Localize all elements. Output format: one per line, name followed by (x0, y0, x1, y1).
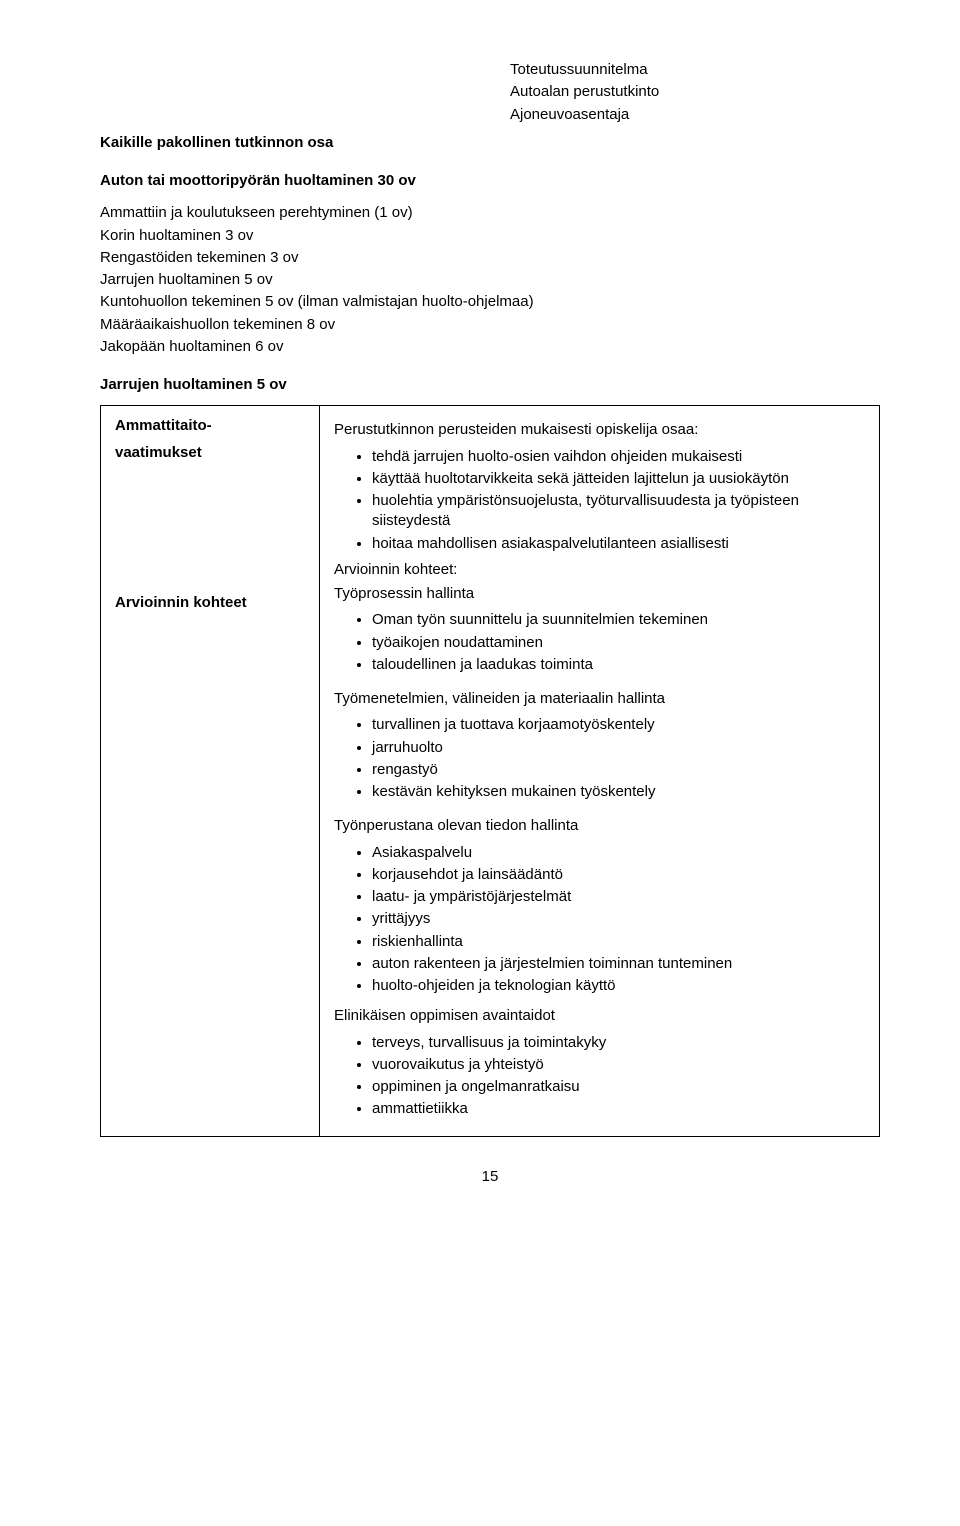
list-item: työaikojen noudattaminen (372, 633, 865, 653)
list-item: yrittäjyys (372, 909, 865, 929)
module-item: Rengastöiden tekeminen 3 ov (100, 248, 880, 268)
list-item: kestävän kehityksen mukainen työskentely (372, 782, 865, 802)
module-item: Ammattiin ja koulutukseen perehtyminen (… (100, 203, 880, 223)
header-line-2: Autoalan perustutkinto (510, 82, 880, 102)
subsection-title: Jarrujen huoltaminen 5 ov (100, 375, 880, 395)
header-line-3: Ajoneuvoasentaja (510, 105, 880, 125)
mandatory-title: Kaikille pakollinen tutkinnon osa (100, 133, 880, 153)
list-item: jarruhuolto (372, 738, 865, 758)
list-item: riskienhallinta (372, 932, 865, 952)
intro-line: Perustutkinnon perusteiden mukaisesti op… (334, 420, 865, 440)
list-item: tehdä jarrujen huolto-osien vaihdon ohje… (372, 447, 865, 467)
list-item: auton rakenteen ja järjestelmien toiminn… (372, 954, 865, 974)
knowledge-title: Työnperustana olevan tiedon hallinta (334, 816, 865, 836)
page-number: 15 (100, 1167, 880, 1187)
list-item: taloudellinen ja laadukas toiminta (372, 655, 865, 675)
process-list: Oman työn suunnittelu ja suunnitelmien t… (334, 610, 865, 675)
assessment-label: Arvioinnin kohteet (115, 593, 305, 613)
list-item: huolehtia ympäristönsuojelusta, työturva… (372, 491, 865, 532)
module-item: Kuntohuollon tekeminen 5 ov (ilman valmi… (100, 292, 880, 312)
list-item: ammattietiikka (372, 1099, 865, 1119)
list-item: turvallinen ja tuottava korjaamotyöskent… (372, 715, 865, 735)
methods-list: turvallinen ja tuottava korjaamotyöskent… (334, 715, 865, 802)
skill-items-list: tehdä jarrujen huolto-osien vaihdon ohje… (334, 447, 865, 554)
list-item: vuorovaikutus ja yhteistyö (372, 1055, 865, 1075)
list-item: rengastyö (372, 760, 865, 780)
methods-title: Työmenetelmien, välineiden ja materiaali… (334, 689, 865, 709)
list-item: käyttää huoltotarvikkeita sekä jätteiden… (372, 469, 865, 489)
list-item: korjausehdot ja lainsäädäntö (372, 865, 865, 885)
assess-header: Arvioinnin kohteet: (334, 560, 865, 580)
module-list: Ammattiin ja koulutukseen perehtyminen (… (100, 203, 880, 357)
module-item: Jarrujen huoltaminen 5 ov (100, 270, 880, 290)
list-item: huolto-ohjeiden ja teknologian käyttö (372, 976, 865, 996)
list-item: terveys, turvallisuus ja toimintakyky (372, 1033, 865, 1053)
list-item: oppiminen ja ongelmanratkaisu (372, 1077, 865, 1097)
content-table: Ammattitaito- vaatimukset Arvioinnin koh… (100, 405, 880, 1136)
list-item: Oman työn suunnittelu ja suunnitelmien t… (372, 610, 865, 630)
lifelong-title: Elinikäisen oppimisen avaintaidot (334, 1006, 865, 1026)
list-item: laatu- ja ympäristöjärjestelmät (372, 887, 865, 907)
knowledge-list: Asiakaspalvelu korjausehdot ja lainsäädä… (334, 843, 865, 997)
list-item: hoitaa mahdollisen asiakaspalvelutilante… (372, 534, 865, 554)
module-item: Määräaikaishuollon tekeminen 8 ov (100, 315, 880, 335)
module-item: Korin huoltaminen 3 ov (100, 226, 880, 246)
module-item: Jakopään huoltaminen 6 ov (100, 337, 880, 357)
skill-req-label: Ammattitaito- (115, 416, 305, 436)
process-title: Työprosessin hallinta (334, 584, 865, 604)
lifelong-list: terveys, turvallisuus ja toimintakyky vu… (334, 1033, 865, 1120)
skill-req-label: vaatimukset (115, 443, 305, 463)
header-meta: Toteutussuunnitelma Autoalan perustutkin… (510, 60, 880, 125)
table-left-cell: Ammattitaito- vaatimukset Arvioinnin koh… (101, 406, 320, 1136)
course-title: Auton tai moottoripyörän huoltaminen 30 … (100, 171, 880, 191)
header-line-1: Toteutussuunnitelma (510, 60, 880, 80)
table-right-cell: Perustutkinnon perusteiden mukaisesti op… (320, 406, 880, 1136)
list-item: Asiakaspalvelu (372, 843, 865, 863)
